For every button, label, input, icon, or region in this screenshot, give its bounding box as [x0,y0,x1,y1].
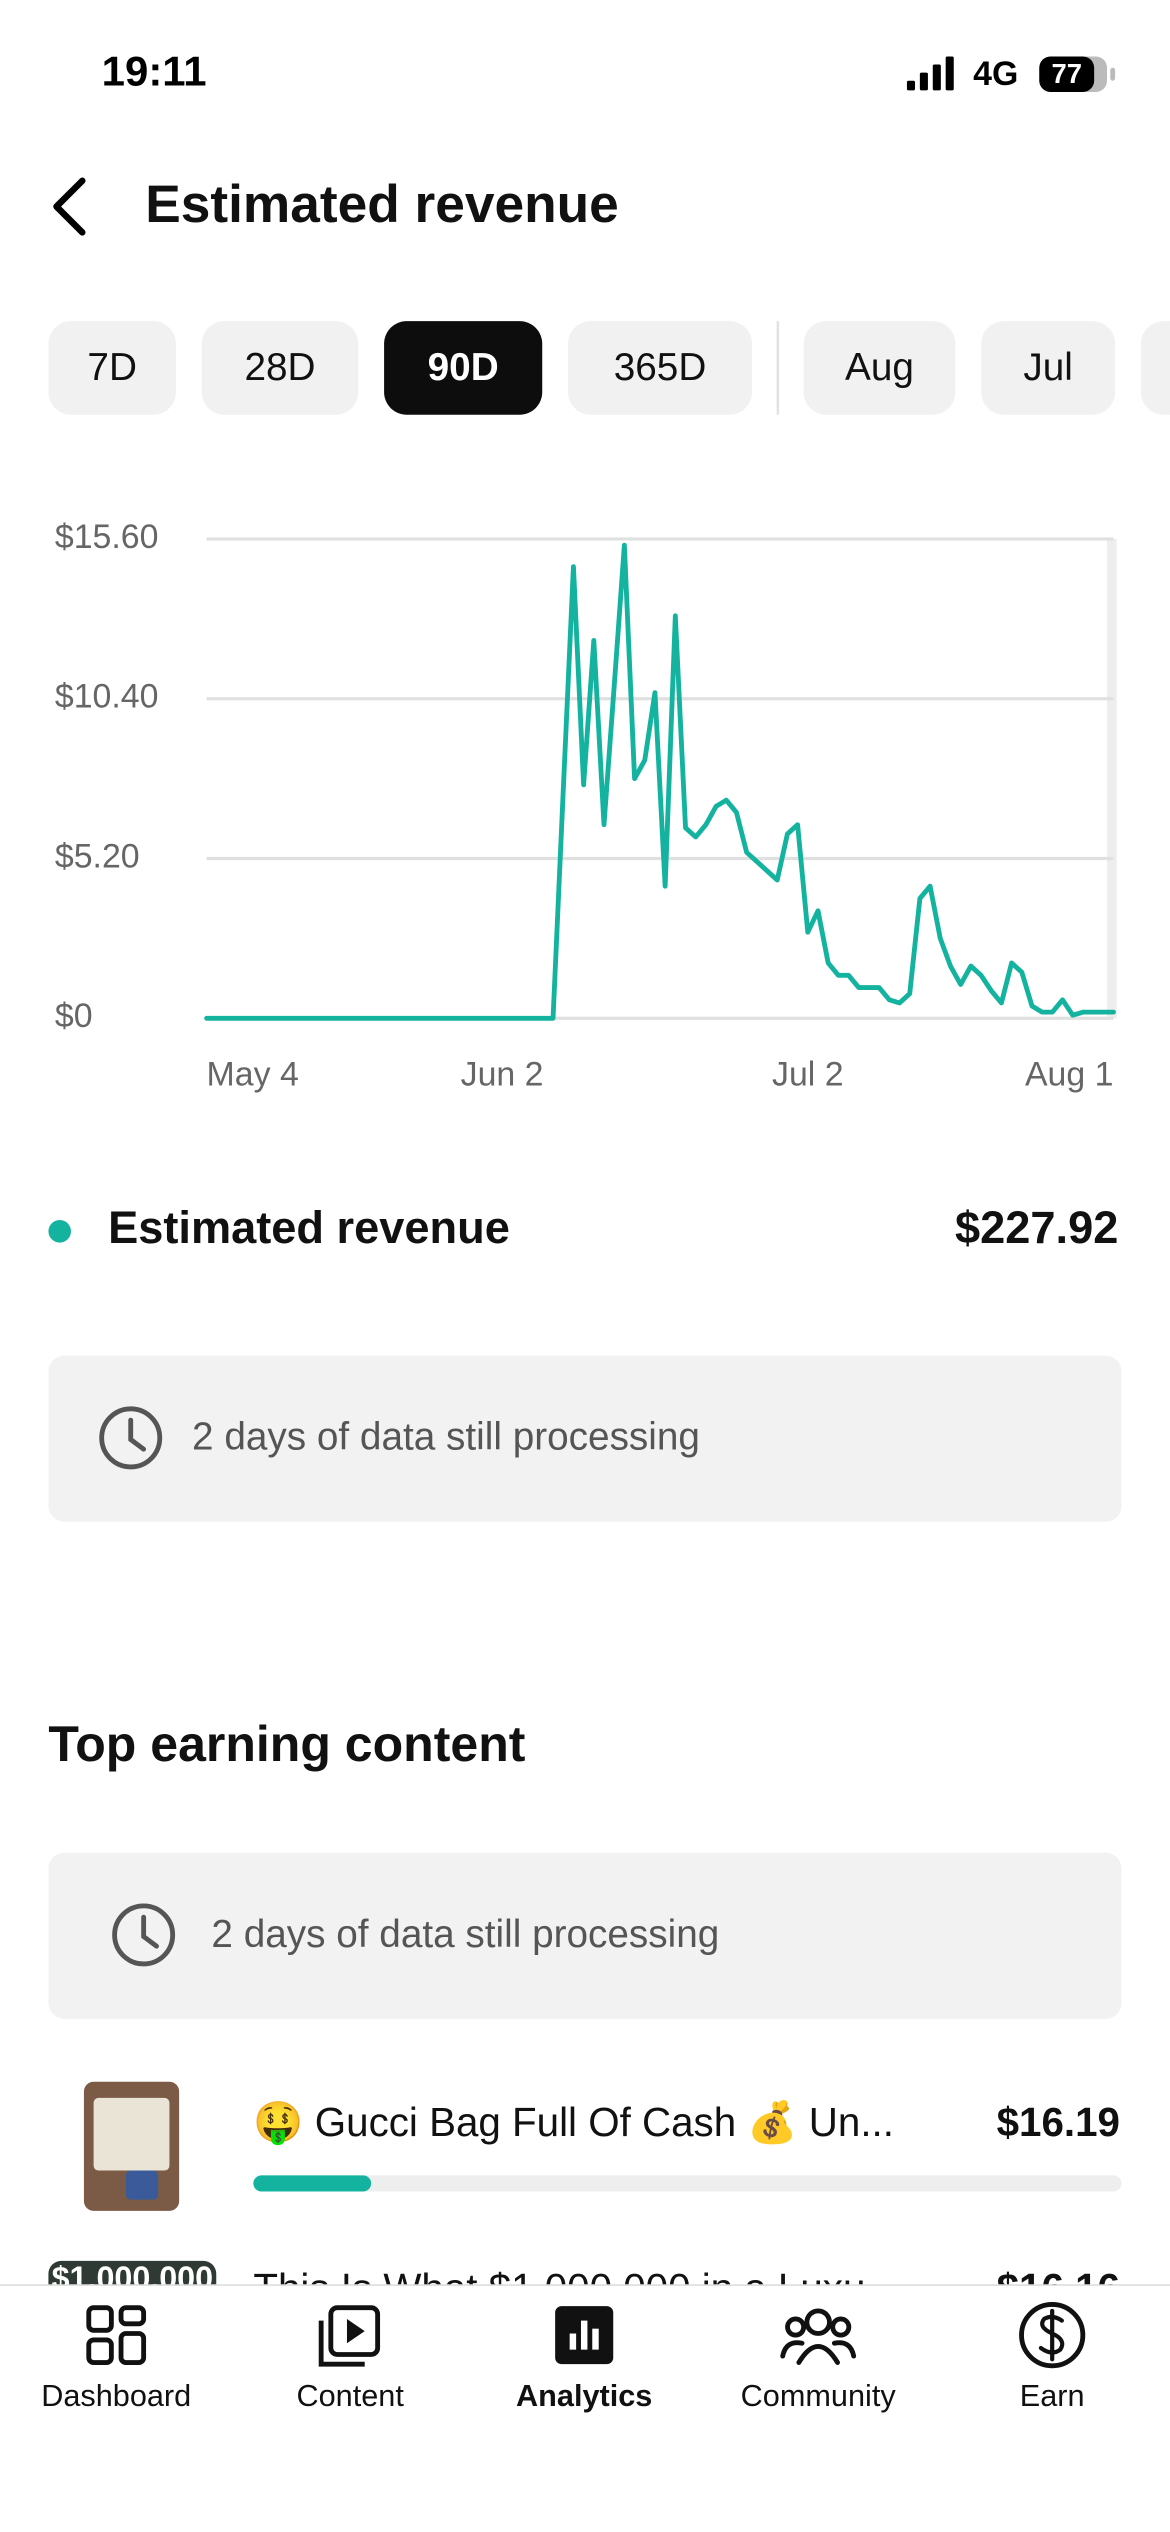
nav-icon [118,2331,147,2365]
status-time: 19:11 [102,47,207,94]
x-tick-label: Jun 2 [461,1055,544,1093]
nav-icon [86,2337,114,2365]
tab-background [568,321,753,415]
total-value: $227.92 [955,1202,1118,1253]
clock-icon [112,1903,176,1967]
back-button[interactable] [53,177,86,236]
notice-box [48,1852,1122,2019]
thumbnail-detail [125,2170,159,2200]
nav-item[interactable]: Content [297,2305,405,2413]
bottom-nav: Dashboard Content Analytics Community Earn [41,2302,1086,2413]
tab-label: Jul [1023,346,1072,389]
battery-icon [1039,56,1116,92]
tab-label: 28D [244,346,315,389]
clock-icon [99,1406,163,1470]
nav-icon [804,2308,832,2336]
progress-track [253,2175,1122,2192]
tab-label: 365D [614,346,707,389]
nav-icon [592,2328,599,2350]
nav-label: Community [741,2379,897,2413]
tab-label: Aug [845,346,914,389]
content-item[interactable]: 🤑 Gucci Bag Full Of Cash 💰 Un... $16.19 [83,2081,1122,2211]
nav-icon [118,2305,147,2327]
nav-label: Dashboard [41,2379,191,2413]
tab-background [48,321,176,415]
notice-text: 2 days of data still processing [211,1913,719,1956]
tab[interactable]: 90D [384,321,543,415]
tab-bar: 7D 28D 90D 365D Aug Jul [48,321,1170,415]
signal-icon [906,56,954,91]
nav-item[interactable]: Analytics [516,2306,652,2413]
nav-label: Earn [1020,2379,1085,2413]
nav-icon [569,2333,577,2350]
nav-icon [86,2305,114,2333]
y-tick-label: $5.20 [55,837,140,875]
legend-dot [48,1220,72,1243]
y-tick-label: $15.60 [55,518,159,556]
tab-background [384,321,543,415]
page-title: Estimated revenue [145,175,619,234]
tab[interactable]: 28D [201,321,359,415]
nav-icon [346,2318,365,2344]
nav-icon [1038,2308,1065,2362]
x-tick-label: May 4 [207,1055,299,1093]
nav-icon [1019,2302,1086,2369]
scroll-highlight [1107,538,1117,1019]
x-tick-label: Jul 2 [772,1055,844,1093]
nav-icon [785,2316,807,2338]
thumbnail-detail [93,2097,170,2171]
content-amount: $16.19 [997,2099,1120,2145]
revenue-line [204,542,1116,1021]
nav-icon [328,2305,381,2357]
tab-label: 90D [428,346,499,389]
y-tick-label: $10.40 [55,678,159,716]
nav-label: Analytics [516,2379,652,2413]
nav-icon [830,2316,852,2338]
progress-fill [253,2175,372,2192]
tab[interactable]: Jul [981,321,1116,415]
nav-icon [780,2340,857,2365]
tab-background [803,321,956,415]
x-tick-label: Aug 1 [1025,1055,1114,1093]
nav-item[interactable]: Earn [1019,2302,1086,2413]
tab[interactable]: Aug [803,321,956,415]
tab-label: 7D [87,346,136,389]
legend-label: Estimated revenue [108,1202,510,1253]
nav-icon [580,2320,588,2350]
y-tick-label: $0 [55,997,93,1035]
tab-background [201,321,359,415]
battery-label: 77 [1051,58,1082,89]
tab-background[interactable] [1140,321,1170,415]
tab[interactable]: 7D [48,321,176,415]
tab-background [981,321,1116,415]
nav-icon [318,2320,365,2367]
chart: $0 $5.20 $10.40 $15.60 May 4 Jun 2 Jul 2 Aug 1 [55,518,1117,1093]
section-title: Top earning content [48,1716,525,1772]
nav-item[interactable]: Community [741,2308,897,2413]
tab[interactable]: 365D [568,321,753,415]
summary-row: Estimated revenue $227.92 [48,1202,1118,1253]
notice-text: 2 days of data still processing [192,1416,700,1459]
nav-item[interactable]: Dashboard [41,2305,191,2413]
network-label: 4G [973,55,1018,93]
notice-box [48,1355,1122,1522]
content-title: 🤑 Gucci Bag Full Of Cash 💰 Un... [253,2099,894,2147]
nav-label: Content [297,2379,405,2413]
